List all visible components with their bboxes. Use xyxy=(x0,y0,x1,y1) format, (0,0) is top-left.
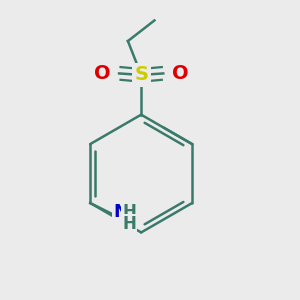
Text: N: N xyxy=(113,203,128,221)
Text: O: O xyxy=(94,64,110,83)
Text: H: H xyxy=(122,215,136,233)
Text: S: S xyxy=(134,65,148,84)
Text: H: H xyxy=(122,203,136,221)
Text: O: O xyxy=(172,64,189,83)
